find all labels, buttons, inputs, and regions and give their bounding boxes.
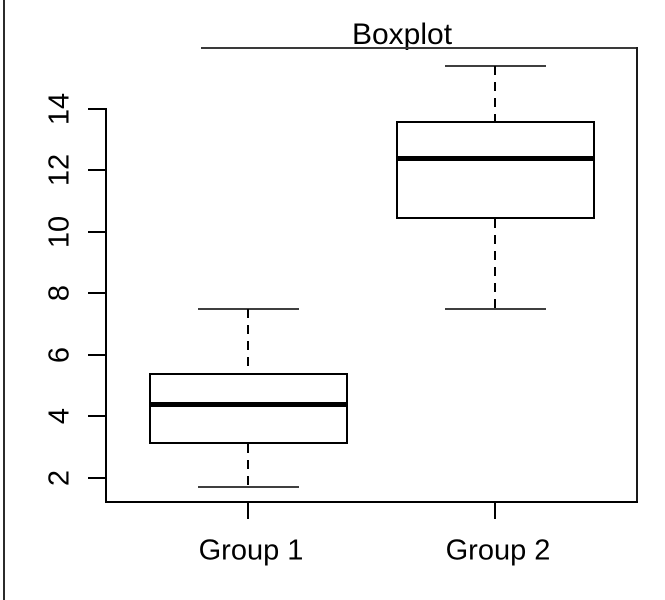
iqr-box [395,121,595,220]
y-axis-tick [88,476,105,479]
y-axis-tick-label: 10 [43,215,76,248]
plot-border-top [201,47,637,49]
lower-whisker-cap [197,485,299,488]
lower-whisker-line [494,219,496,309]
y-axis-line [105,108,107,503]
plot-border-right [636,47,638,503]
median-line [395,156,595,161]
y-axis-tick [88,230,105,233]
chart-title: Boxplot [351,18,453,51]
window-border-left [3,0,5,600]
y-axis-tick-label: 8 [43,285,76,302]
y-axis-tick-label: 4 [43,407,76,425]
y-axis-tick [88,107,105,110]
x-axis-line [105,501,638,503]
lower-whisker-line [247,443,249,487]
iqr-box [148,373,348,444]
y-axis-tick [88,353,105,356]
y-axis-tick [88,169,105,172]
x-axis-tick-label: Group 1 [198,534,304,567]
y-axis-tick [88,415,105,418]
x-axis-tick [494,502,496,519]
y-axis-tick-label: 14 [43,92,76,125]
y-axis-tick-label: 12 [43,154,76,187]
upper-whisker-line [494,65,496,122]
x-axis-tick-label: Group 2 [445,534,551,567]
y-axis-tick [88,292,105,295]
lower-whisker-cap [444,307,546,310]
median-line [148,401,348,407]
upper-whisker-line [247,308,249,374]
x-axis-tick [247,502,249,519]
y-axis-tick-label: 2 [43,469,76,486]
y-axis-tick-label: 6 [43,346,76,363]
